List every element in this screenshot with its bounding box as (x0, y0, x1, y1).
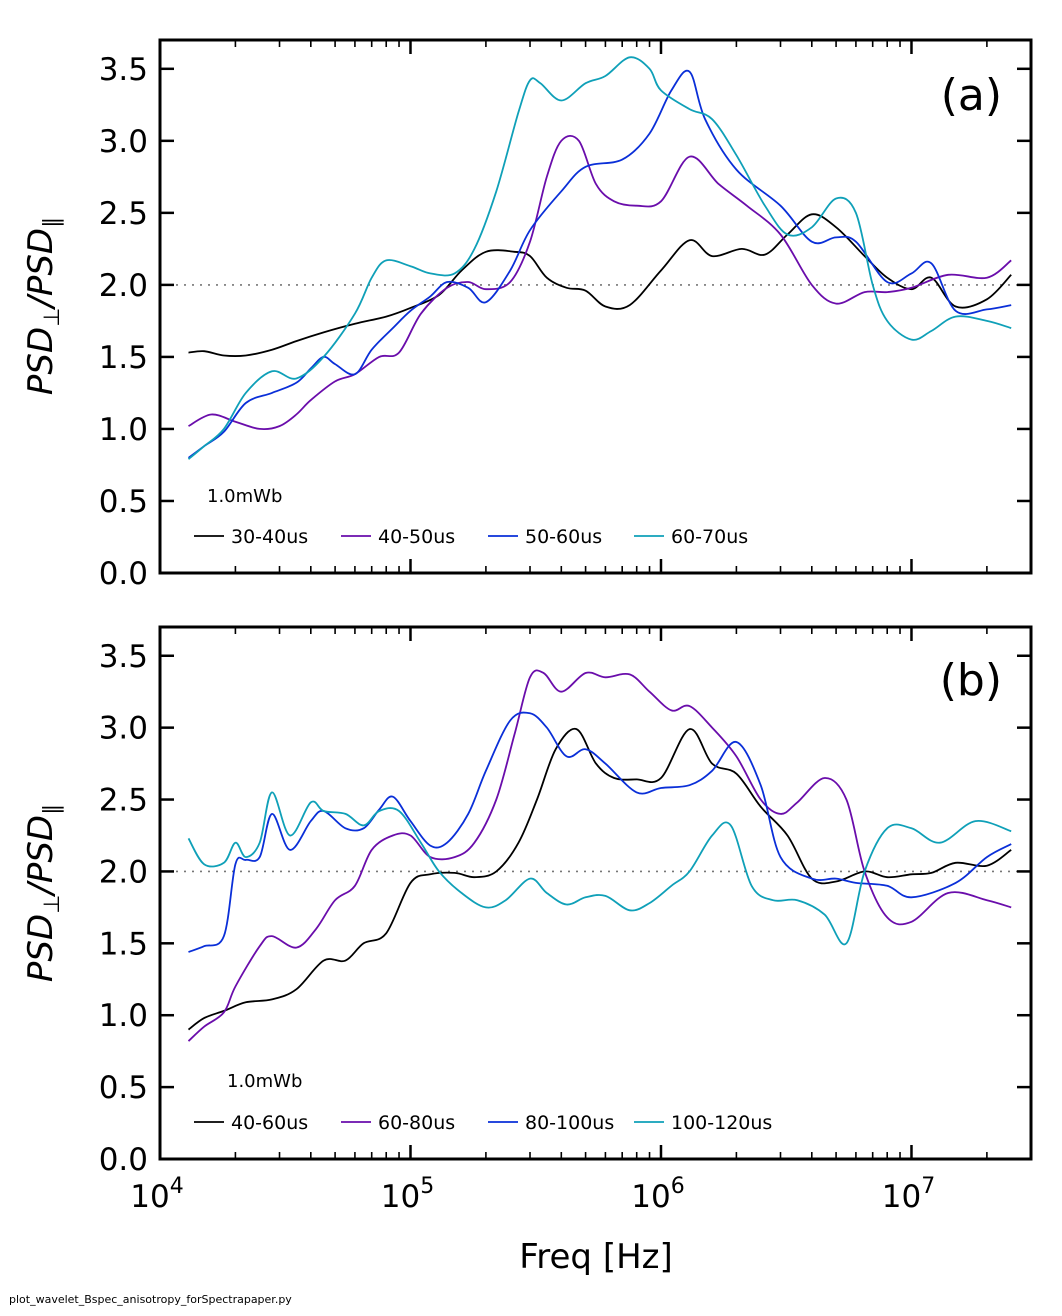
plot-frame (158, 38, 1033, 575)
legend-label: 80-100us (525, 1112, 614, 1134)
legend: 40-60us 60-80us 80-100us 100-120us (194, 1112, 772, 1134)
ytick-label: 0.0 (99, 1142, 148, 1178)
ytick-label: 1.5 (99, 926, 148, 962)
legend-label: 50-60us (525, 526, 602, 548)
panel-label: (b) (940, 655, 1002, 706)
x-axis-label: Freq [Hz] (519, 1237, 673, 1277)
legend-label: 60-80us (378, 1112, 455, 1134)
series-layer (187, 669, 1012, 1042)
xtick-label: 104 (130, 1174, 183, 1215)
legend: 30-40us 40-50us 50-60us 60-70us (194, 526, 748, 548)
legend-label: 60-70us (671, 526, 748, 548)
xtick-label: 107 (882, 1174, 935, 1215)
legend-label: 30-40us (231, 526, 308, 548)
ytick-label: 1.0 (99, 412, 148, 448)
y-axis-label: PSD⊥/PSD∥ (21, 217, 65, 395)
plot-frame (158, 625, 1033, 1161)
ytick-label: 2.0 (99, 268, 148, 304)
legend-title: 1.0mWb (207, 486, 282, 507)
y-axis-label: PSD⊥/PSD∥ (21, 804, 65, 982)
legend-label: 40-50us (378, 526, 455, 548)
series-layer (187, 56, 1012, 460)
ytick-label: 3.5 (99, 52, 148, 88)
series-line-60-80us (187, 669, 1012, 1042)
plot-area (160, 40, 1031, 573)
series-line-80-100us (188, 711, 1012, 953)
panel-b: 0.0 0.5 1.0 1.5 2.0 2.5 3.0 3.5 104 105 106 107 (b)… (21, 625, 1033, 1215)
panel-a: 0.0 0.5 1.0 1.5 2.0 2.5 3.0 3.5 (a) PSD⊥/PSD∥ 1… (21, 38, 1033, 592)
ytick-label: 0.5 (99, 484, 148, 520)
ytick-label: 1.5 (99, 340, 148, 376)
series-line-60-70us (187, 56, 1012, 460)
ytick-label: 0.5 (99, 1070, 148, 1106)
xtick-label: 105 (381, 1174, 434, 1215)
xtick-label: 106 (631, 1174, 684, 1215)
ytick-label: 3.5 (99, 639, 148, 675)
plot-area (160, 627, 1031, 1159)
ticks-layer: 0.0 0.5 1.0 1.5 2.0 2.5 3.0 3.5 (99, 40, 1032, 592)
ytick-label: 2.5 (99, 783, 148, 819)
ytick-label: 3.0 (99, 711, 148, 747)
ytick-label: 3.0 (99, 124, 148, 160)
series-line-40-50us (188, 134, 1012, 431)
legend-title: 1.0mWb (227, 1071, 302, 1092)
legend-label: 100-120us (671, 1112, 772, 1134)
series-line-50-60us (187, 69, 1012, 459)
ytick-label: 2.0 (99, 854, 148, 890)
ytick-label: 2.5 (99, 196, 148, 232)
ytick-label: 1.0 (99, 998, 148, 1034)
ytick-label: 0.0 (99, 556, 148, 592)
footer-filename: plot_wavelet_Bspec_anisotropy_forSpectra… (9, 1293, 292, 1306)
series-line-100-120us (187, 791, 1012, 946)
panel-label: (a) (941, 70, 1002, 121)
legend-label: 40-60us (231, 1112, 308, 1134)
